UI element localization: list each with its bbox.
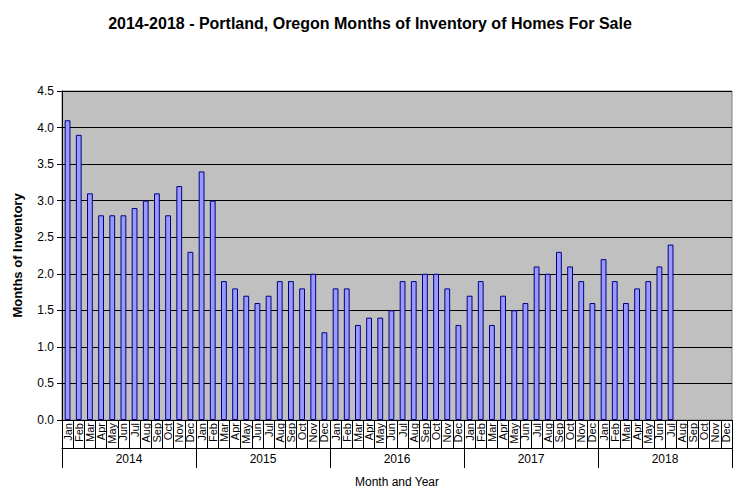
svg-text:Apr: Apr bbox=[95, 423, 108, 441]
svg-text:Jun: Jun bbox=[519, 423, 532, 441]
svg-text:0.5: 0.5 bbox=[37, 376, 54, 390]
svg-text:May: May bbox=[106, 423, 119, 444]
svg-text:2.5: 2.5 bbox=[37, 230, 54, 244]
svg-text:Jun: Jun bbox=[251, 423, 264, 441]
svg-text:May: May bbox=[240, 423, 253, 444]
svg-text:Feb: Feb bbox=[340, 423, 353, 442]
svg-text:Feb: Feb bbox=[608, 423, 621, 442]
svg-text:Months of Inventory: Months of Inventory bbox=[10, 193, 25, 318]
svg-text:Apr: Apr bbox=[631, 423, 644, 441]
svg-text:0.0: 0.0 bbox=[37, 413, 54, 427]
svg-text:Sep: Sep bbox=[150, 423, 163, 443]
svg-text:Oct: Oct bbox=[698, 423, 711, 441]
svg-text:Nov: Nov bbox=[441, 423, 454, 443]
svg-text:Dec: Dec bbox=[720, 423, 732, 443]
svg-text:Nov: Nov bbox=[709, 423, 722, 443]
svg-text:Mar: Mar bbox=[217, 423, 230, 442]
svg-text:2017: 2017 bbox=[518, 452, 545, 466]
svg-text:Aug: Aug bbox=[675, 423, 688, 443]
svg-text:Dec: Dec bbox=[318, 423, 331, 443]
svg-text:Dec: Dec bbox=[452, 423, 465, 443]
svg-text:Jul: Jul bbox=[128, 423, 141, 438]
svg-text:Jan: Jan bbox=[61, 423, 74, 441]
svg-text:May: May bbox=[374, 423, 387, 444]
svg-text:May: May bbox=[642, 423, 655, 444]
svg-text:1.5: 1.5 bbox=[37, 303, 54, 317]
svg-text:Feb: Feb bbox=[72, 423, 85, 442]
svg-text:Oct: Oct bbox=[162, 423, 175, 441]
svg-text:Jul: Jul bbox=[530, 423, 543, 438]
svg-text:2014-2018 - Portland, Oregon M: 2014-2018 - Portland, Oregon Months of I… bbox=[108, 15, 632, 32]
svg-text:Mar: Mar bbox=[619, 423, 632, 442]
svg-text:Mar: Mar bbox=[351, 423, 364, 442]
svg-text:Aug: Aug bbox=[273, 423, 286, 443]
svg-text:Oct: Oct bbox=[296, 423, 309, 441]
svg-text:2.0: 2.0 bbox=[37, 267, 54, 281]
svg-text:Mar: Mar bbox=[485, 423, 498, 442]
svg-text:4.5: 4.5 bbox=[37, 84, 54, 98]
svg-text:2018: 2018 bbox=[652, 452, 679, 466]
svg-text:Aug: Aug bbox=[407, 423, 420, 443]
svg-text:1.0: 1.0 bbox=[37, 340, 54, 354]
svg-text:Apr: Apr bbox=[363, 423, 376, 441]
svg-text:3.0: 3.0 bbox=[37, 194, 54, 208]
svg-text:Apr: Apr bbox=[229, 423, 242, 441]
svg-text:Oct: Oct bbox=[430, 423, 443, 441]
svg-text:Apr: Apr bbox=[497, 423, 510, 441]
svg-text:Sep: Sep bbox=[686, 423, 699, 443]
svg-text:Jun: Jun bbox=[117, 423, 130, 441]
svg-text:Nov: Nov bbox=[307, 423, 320, 443]
svg-text:2016: 2016 bbox=[384, 452, 411, 466]
svg-text:Aug: Aug bbox=[541, 423, 554, 443]
svg-text:Aug: Aug bbox=[139, 423, 152, 443]
svg-text:Feb: Feb bbox=[206, 423, 219, 442]
svg-text:Nov: Nov bbox=[575, 423, 588, 443]
svg-text:2014: 2014 bbox=[116, 452, 143, 466]
svg-text:4.0: 4.0 bbox=[37, 121, 54, 135]
svg-text:Jan: Jan bbox=[195, 423, 208, 441]
svg-text:Sep: Sep bbox=[418, 423, 431, 443]
svg-text:Nov: Nov bbox=[173, 423, 186, 443]
svg-text:Jul: Jul bbox=[396, 423, 409, 438]
svg-text:Jun: Jun bbox=[385, 423, 398, 441]
svg-text:Jun: Jun bbox=[653, 423, 666, 441]
svg-text:Feb: Feb bbox=[474, 423, 487, 442]
svg-text:Dec: Dec bbox=[586, 423, 599, 443]
svg-text:Month and Year: Month and Year bbox=[355, 475, 439, 489]
svg-text:3.5: 3.5 bbox=[37, 157, 54, 171]
svg-text:May: May bbox=[508, 423, 521, 444]
svg-text:Jan: Jan bbox=[329, 423, 342, 441]
svg-text:Sep: Sep bbox=[284, 423, 297, 443]
svg-text:Oct: Oct bbox=[564, 423, 577, 441]
svg-text:Mar: Mar bbox=[83, 423, 96, 442]
svg-text:Jan: Jan bbox=[597, 423, 610, 441]
svg-text:Sep: Sep bbox=[552, 423, 565, 443]
svg-text:Jan: Jan bbox=[463, 423, 476, 441]
svg-text:Jul: Jul bbox=[262, 423, 275, 438]
svg-text:Jul: Jul bbox=[664, 423, 677, 438]
svg-text:Dec: Dec bbox=[184, 423, 197, 443]
svg-text:2015: 2015 bbox=[250, 452, 277, 466]
